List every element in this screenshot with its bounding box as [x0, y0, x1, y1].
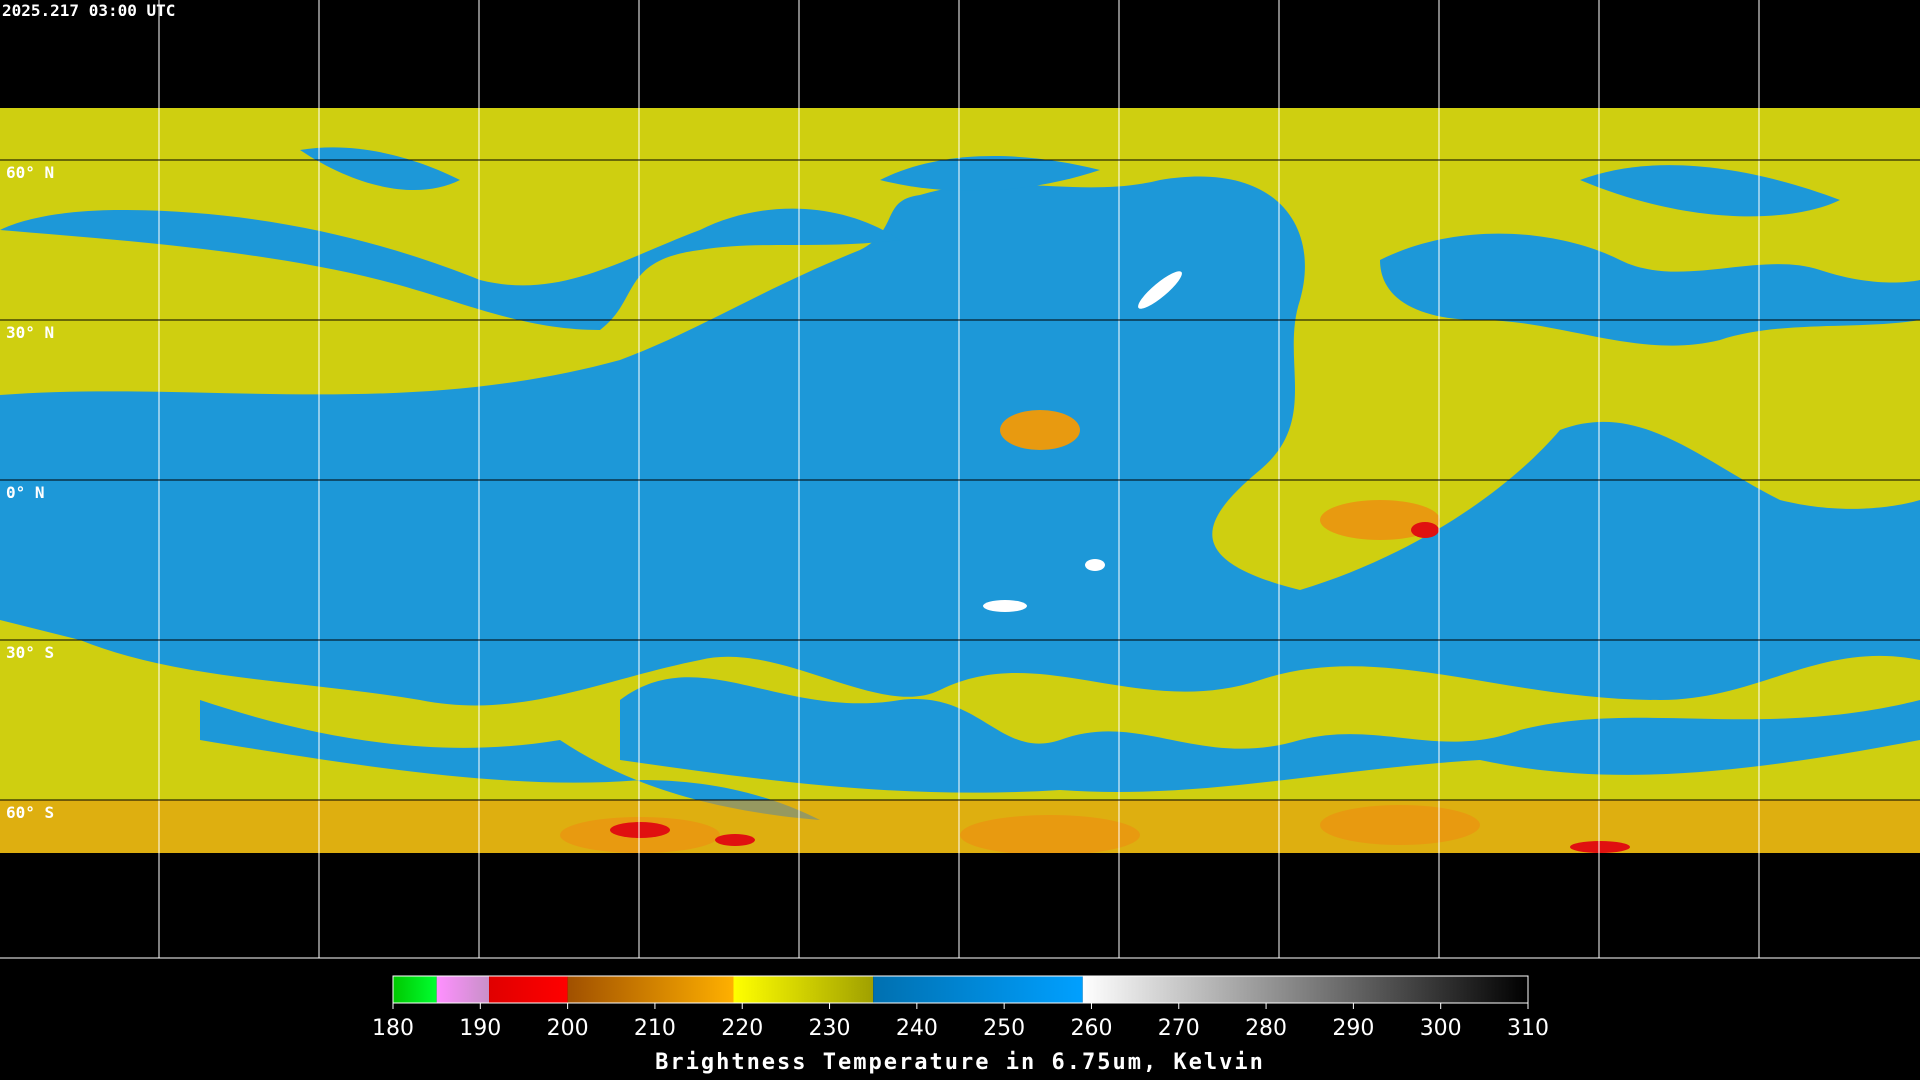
- colorbar-tick-label: 280: [1245, 1016, 1287, 1041]
- colorbar-tick-label: 290: [1332, 1016, 1374, 1041]
- colorbar-segment: [489, 976, 568, 1003]
- imagery: [0, 108, 1920, 853]
- colorbar-frame: [392, 975, 1529, 1004]
- latitude-label: 0° N: [6, 483, 45, 502]
- timestamp: 2025.217 03:00 UTC: [2, 1, 175, 20]
- colorbar-tick-label: 270: [1158, 1016, 1200, 1041]
- colorbar: 180 190 200 210 220 230 240 250 260 270 280 290 300 3…: [372, 975, 1549, 1041]
- colorbar-tick-label: 180: [372, 1016, 414, 1041]
- dry-regions: [0, 147, 1920, 820]
- colorbar-segment: [393, 976, 437, 1003]
- colorbar-tick-label: 190: [459, 1016, 501, 1041]
- colorbar-title: Brightness Temperature in 6.75um, Kelvin: [655, 1050, 1265, 1075]
- latitude-label: 30° S: [6, 643, 54, 662]
- colorbar-tick-label: 260: [1070, 1016, 1112, 1041]
- colorbar-segment: [567, 976, 734, 1003]
- latitude-label: 60° S: [6, 803, 54, 822]
- colorbar-tick-label: 230: [809, 1016, 851, 1041]
- colorbar-segment: [436, 976, 490, 1003]
- colorbar-tick-label: 210: [634, 1016, 676, 1041]
- latitude-label: 60° N: [6, 163, 54, 182]
- cold-regions: [0, 410, 1920, 853]
- colorbar-segment: [873, 976, 1083, 1003]
- colorbar-segment: [1082, 976, 1528, 1003]
- colorbar-tick-label: 220: [721, 1016, 763, 1041]
- latitude-label: 30° N: [6, 323, 54, 342]
- colorbar-tick-label: 310: [1507, 1016, 1549, 1041]
- warm-regions: [983, 271, 1182, 612]
- colorbar-segment: [733, 976, 874, 1003]
- colorbar-tick-label: 250: [983, 1016, 1025, 1041]
- latitude-grid: 60° N 30° N 0° N 30° S 60° S: [0, 159, 1920, 822]
- coldest-regions: [610, 522, 1630, 853]
- colorbar-tick-label: 200: [547, 1016, 589, 1041]
- colorbar-tick-label: 300: [1420, 1016, 1462, 1041]
- colorbar-tick-label: 240: [896, 1016, 938, 1041]
